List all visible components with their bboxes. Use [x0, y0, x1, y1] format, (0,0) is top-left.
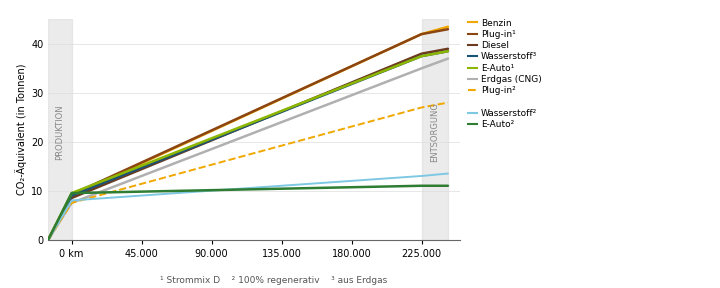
Legend: Benzin, Plug-in¹, Diesel, Wasserstoff³, E-Auto¹, Erdgas (CNG), Plug-in², , Wasse: Benzin, Plug-in¹, Diesel, Wasserstoff³, …: [464, 15, 545, 132]
Bar: [48, 19, 71, 240]
Bar: [421, 19, 448, 240]
Text: ¹ Strommix D    ² 100% regenerativ    ³ aus Erdgas: ¹ Strommix D ² 100% regenerativ ³ aus Er…: [160, 276, 387, 285]
Y-axis label: CO₂-Äquivalent (in Tonnen): CO₂-Äquivalent (in Tonnen): [15, 64, 27, 195]
Text: PRODUKTION: PRODUKTION: [55, 104, 65, 160]
Text: ENTSORGUNG: ENTSORGUNG: [431, 102, 439, 162]
